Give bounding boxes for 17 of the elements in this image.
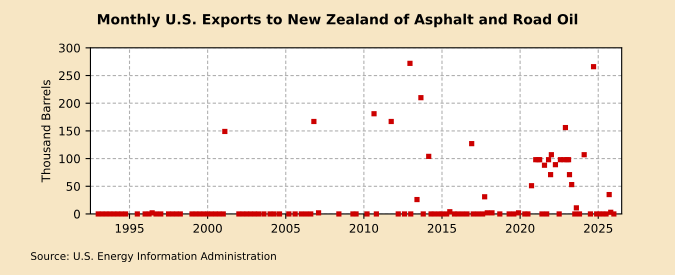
y-tick-label: 150 — [59, 126, 80, 136]
x-tick-label: 1995 — [116, 224, 144, 233]
source-note: Source: U.S. Energy Information Administration — [31, 252, 276, 262]
y-axis-title: Thousand Barrels — [41, 80, 50, 182]
x-tick-label: 2020 — [506, 224, 534, 233]
x-tick-label: 2025 — [584, 224, 612, 233]
y-tick-label: 0 — [74, 210, 80, 219]
y-tick-label: 250 — [59, 71, 80, 80]
x-tick-label: 2010 — [350, 224, 378, 233]
y-tick-label: 300 — [59, 44, 80, 53]
x-tick-label: 2015 — [428, 224, 456, 233]
y-tick-label: 200 — [59, 98, 80, 108]
y-tick-label: 50 — [66, 182, 80, 191]
x-tick-label: 2000 — [193, 224, 222, 233]
y-tick-label: 100 — [59, 154, 80, 164]
chart-title: Monthly U.S. Exports to New Zealand of Asphalt and Road Oil — [98, 14, 578, 28]
x-tick-label: 2005 — [272, 224, 300, 233]
